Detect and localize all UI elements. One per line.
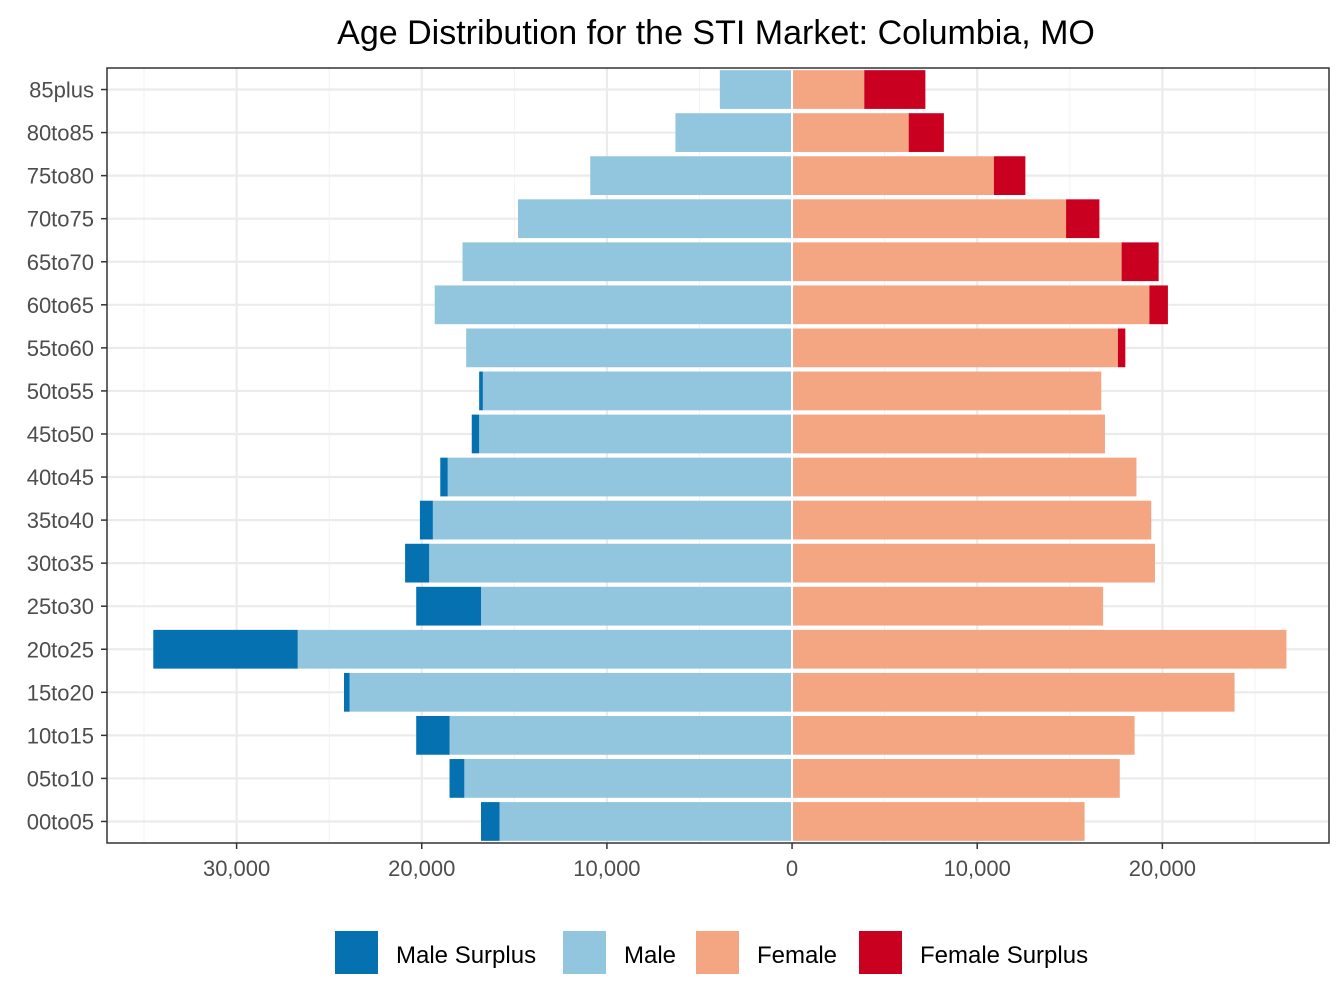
x-tick-label: 0	[786, 856, 798, 881]
y-tick-label: 35to40	[27, 508, 94, 533]
bar-female-surplus	[993, 156, 1026, 196]
bar-female-surplus	[1121, 242, 1159, 282]
plot-panel-border	[106, 67, 1330, 844]
legend-key	[696, 931, 739, 974]
bar-male	[482, 371, 793, 411]
bar-female	[792, 242, 1122, 282]
bar-male-surplus	[449, 759, 465, 798]
bar-male	[719, 70, 793, 109]
legend-label: Male	[624, 942, 676, 969]
y-tick-label: 70to75	[27, 207, 94, 232]
bar-female	[792, 500, 1152, 540]
bar-female	[792, 113, 909, 152]
y-tick-label: 50to55	[27, 379, 94, 404]
bar-male	[499, 802, 793, 841]
bar-male	[479, 414, 793, 454]
x-tick-label: 30,000	[203, 856, 270, 881]
y-tick-label: 55to60	[27, 336, 94, 361]
bar-male-surplus	[481, 802, 500, 841]
y-axis: 00to05 05to10 10to15 15to20 20to25 25to30 30to…	[27, 78, 107, 834]
x-tick-label: 10,000	[573, 856, 640, 881]
bar-male	[464, 759, 793, 798]
bar-female-surplus	[1149, 285, 1168, 325]
x-tick-label: 20,000	[1129, 856, 1196, 881]
y-tick-label: 40to45	[27, 465, 94, 490]
bar-female	[792, 543, 1155, 583]
legend-label: Female Surplus	[920, 942, 1088, 969]
y-tick-label: 60to65	[27, 293, 94, 318]
bar-female	[792, 414, 1105, 454]
bar-male-surplus	[419, 500, 433, 540]
bar-male-surplus	[405, 543, 430, 583]
legend-key	[859, 931, 902, 974]
y-tick-label: 45to50	[27, 422, 94, 447]
y-tick-label: 20to25	[27, 637, 94, 662]
y-tick-label: 30to35	[27, 551, 94, 576]
y-tick-label: 65to70	[27, 250, 94, 275]
bar-male	[449, 715, 793, 755]
bar-male	[447, 457, 793, 497]
bar-female-surplus	[1066, 199, 1100, 239]
bar-female-surplus	[864, 70, 926, 109]
bar-female	[792, 285, 1150, 325]
chart-title: Age Distribution for the STI Market: Col…	[337, 14, 1095, 52]
y-tick-label: 00to05	[27, 809, 94, 834]
bar-male	[590, 156, 793, 196]
bar-female	[792, 672, 1235, 712]
bar-male	[434, 285, 793, 325]
bar-male-surplus	[471, 414, 480, 454]
x-axis: 30,000 20,000 10,000 0 10,000 20,000	[203, 843, 1196, 881]
y-tick-label: 15to20	[27, 680, 94, 705]
y-tick-label: 85plus	[29, 78, 94, 103]
y-tick-label: 75to80	[27, 164, 94, 189]
bar-male	[429, 543, 793, 583]
bar-male	[432, 500, 793, 540]
bar-male	[518, 199, 793, 239]
bar-female	[792, 70, 865, 109]
legend-key	[335, 931, 378, 974]
bar-female	[792, 199, 1067, 239]
bar-male	[349, 672, 793, 712]
bar-male-surplus	[479, 371, 483, 411]
bar-female	[792, 802, 1085, 841]
x-tick-label: 10,000	[944, 856, 1011, 881]
bar-female	[792, 759, 1120, 798]
bar-male-surplus	[440, 457, 448, 497]
bar-male-surplus	[153, 629, 298, 669]
bar-female	[792, 715, 1135, 755]
bar-male	[481, 586, 793, 626]
bar-female	[792, 629, 1287, 669]
bar-female-surplus	[908, 113, 944, 152]
bar-female	[792, 457, 1137, 497]
bar-male	[466, 328, 793, 368]
y-tick-label: 80to85	[27, 121, 94, 146]
legend-label: Female	[757, 942, 837, 969]
bar-male-surplus	[416, 586, 482, 626]
bar-male	[675, 113, 793, 152]
bar-female-surplus	[1117, 328, 1126, 368]
bar-male	[462, 242, 793, 282]
legend-label: Male Surplus	[396, 942, 536, 969]
x-tick-label: 20,000	[388, 856, 455, 881]
bar-female	[792, 156, 994, 196]
bar-female	[792, 586, 1104, 626]
legend: Male Surplus Male Female Female Surplus	[335, 931, 1088, 974]
plot-background	[107, 68, 1329, 843]
bar-female	[792, 328, 1118, 368]
bar-female	[792, 371, 1102, 411]
y-tick-label: 25to30	[27, 594, 94, 619]
bars	[153, 68, 1287, 843]
legend-key	[563, 931, 606, 974]
bar-male	[297, 629, 793, 669]
y-tick-label: 05to10	[27, 766, 94, 791]
y-tick-label: 10to15	[27, 723, 94, 748]
bar-male-surplus	[343, 672, 350, 712]
bar-male-surplus	[416, 715, 450, 755]
